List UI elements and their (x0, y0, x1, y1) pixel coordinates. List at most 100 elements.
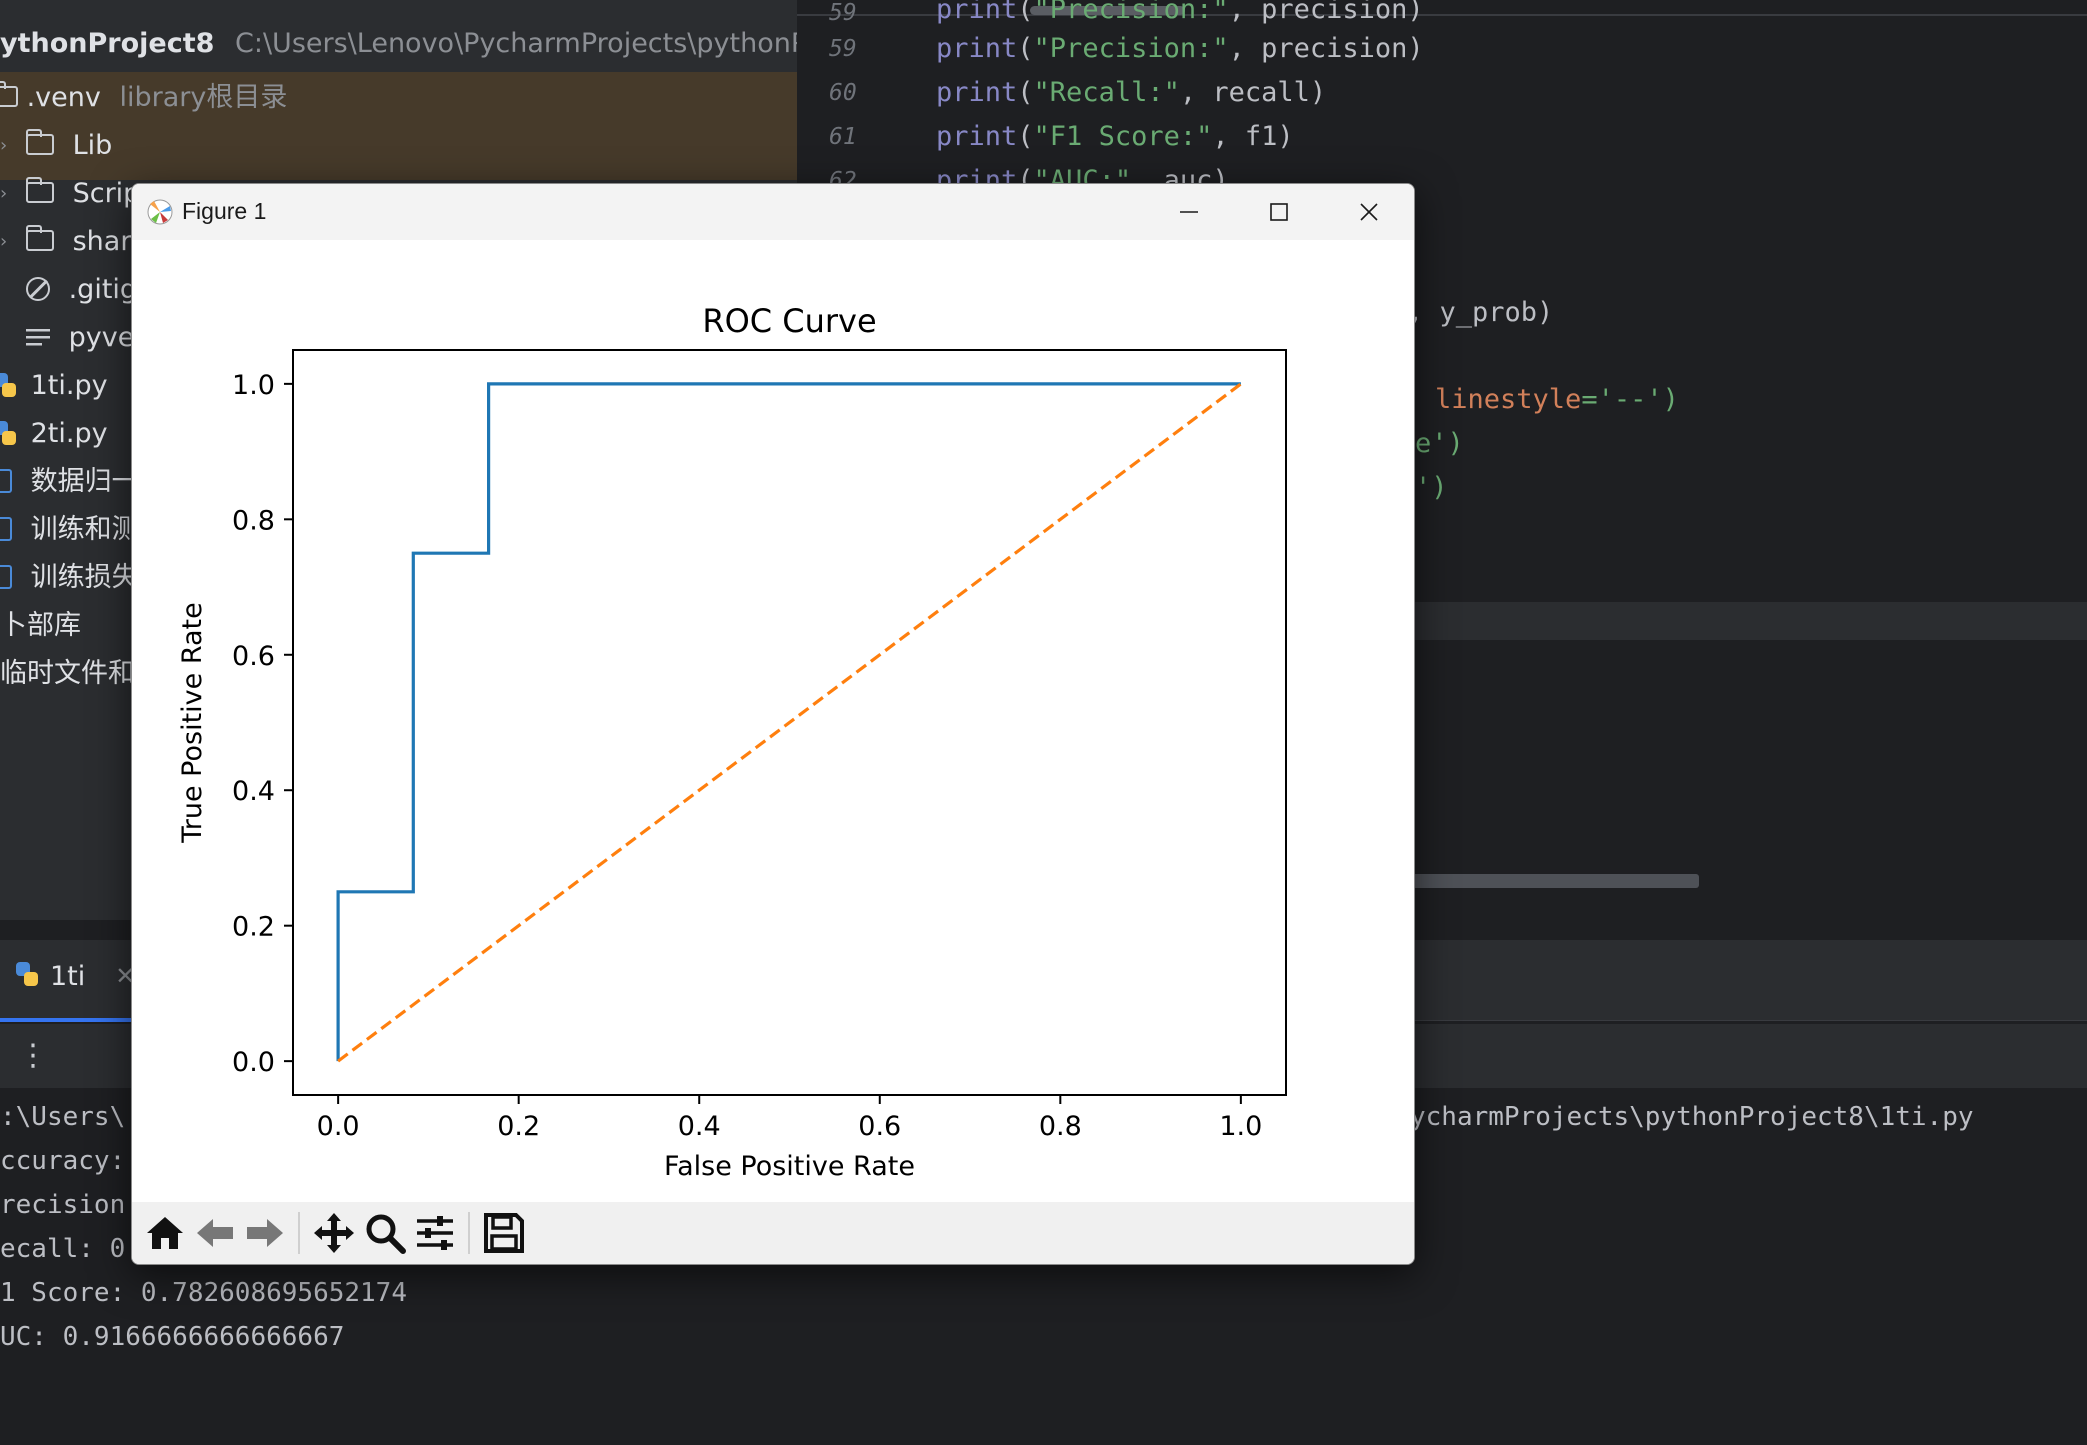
back-icon (197, 1219, 233, 1247)
tree-item-label: .venv (26, 82, 101, 113)
code-token: , f1) (1212, 121, 1294, 152)
notebook-icon (0, 468, 12, 493)
code-token: "Precision:" (1033, 0, 1229, 25)
toolbar-separator (298, 1212, 300, 1254)
chevron-right-icon[interactable]: › (0, 183, 8, 204)
python-file-icon (0, 420, 16, 445)
y-tick-label: 0.8 (232, 505, 275, 536)
configure-subplots-icon (417, 1216, 453, 1250)
tree-item-label: 训练损失 (30, 562, 139, 593)
code-token: ='--') (1581, 384, 1679, 415)
tree-item-label: 1ti.py (30, 370, 108, 401)
code-fragment[interactable]: , y_prob) (1407, 297, 1554, 328)
pan-button[interactable] (309, 1208, 359, 1258)
code-line[interactable]: print("F1 Score:", f1) (936, 121, 1294, 152)
code-token: linestyle (1435, 384, 1582, 415)
code-line[interactable]: print("Precision:", precision) (936, 0, 1424, 25)
venv-highlight (0, 72, 797, 180)
code-token: "Precision:" (1033, 33, 1229, 64)
configure-subplots-button[interactable] (410, 1208, 460, 1258)
folder-icon (25, 225, 54, 251)
code-token: , precision) (1228, 33, 1424, 64)
code-line[interactable]: print("Recall:", recall) (936, 77, 1326, 108)
code-token: ( (1017, 0, 1034, 25)
chevron-right-icon[interactable]: › (0, 231, 8, 252)
folder-icon (25, 177, 54, 203)
maximize-button[interactable] (1234, 184, 1324, 240)
figure-titlebar[interactable]: Figure 1 (132, 184, 1414, 240)
close-icon[interactable]: ✕ (115, 962, 136, 990)
code-fragment[interactable]: linestyle='--') (1435, 384, 1679, 415)
code-fragment[interactable]: ') (1415, 472, 1448, 503)
plot-frame (292, 349, 1287, 1096)
run-tab-indicator (0, 1018, 132, 1022)
console-line: recision (0, 1190, 126, 1220)
tree-item-label: 2ti.py (30, 418, 108, 449)
random-baseline-line (337, 382, 1242, 1063)
x-tick-label: 0.4 (678, 1111, 721, 1142)
tree-item-lib[interactable]: › Lib (0, 122, 797, 170)
forward-button[interactable] (240, 1208, 290, 1258)
line-number: 60 (829, 80, 857, 106)
folder-icon (0, 81, 18, 107)
maximize-icon (1270, 203, 1288, 221)
notebook-icon (0, 564, 12, 589)
run-tab[interactable]: 1ti ✕ (16, 946, 135, 1006)
y-axis-label: True Positive Rate (177, 602, 208, 844)
minimize-icon (1180, 211, 1198, 213)
figure-toolbar (132, 1202, 1414, 1264)
console-line: 1 Score: 0.782608695652174 (0, 1278, 407, 1308)
tree-item-2ti[interactable]: 2ti.py (0, 410, 797, 458)
figure-window-title: Figure 1 (182, 198, 267, 224)
save-button[interactable] (479, 1208, 529, 1258)
back-button[interactable] (190, 1208, 240, 1258)
code-token: ( (1017, 33, 1034, 64)
editor-horizontal-scrollbar[interactable] (1407, 874, 1699, 888)
project-name: ythonProject8 (0, 28, 215, 59)
tree-item-notebook-1[interactable]: 数据归一 (0, 458, 797, 506)
chevron-right-icon[interactable]: › (0, 135, 8, 156)
code-token: ( (1017, 77, 1034, 108)
y-tick-label: 0.6 (232, 641, 275, 672)
editor-scrollbar-thumb[interactable] (1030, 6, 1185, 15)
x-tick-label: 0.8 (1039, 1111, 1082, 1142)
tree-item-notebook-2[interactable]: 训练和测 (0, 506, 797, 554)
code-line[interactable]: print("Precision:", precision) (936, 33, 1424, 64)
x-tick-label: 0.2 (497, 1111, 540, 1142)
close-button[interactable] (1324, 184, 1414, 240)
figure-window[interactable]: Figure 1 0.0 0.2 0.4 0.6 0.8 1.0 0.0 0.2 0.4 0.6 0… (131, 183, 1415, 1265)
x-axis-label: False Positive Rate (664, 1151, 915, 1182)
tree-item-venv[interactable]: .venv library根目录 (0, 74, 797, 122)
line-number: 59 (829, 0, 857, 26)
project-header[interactable]: ythonProject8 C:\Users\Lenovo\PycharmPro… (0, 28, 797, 72)
line-number: 61 (829, 124, 857, 150)
chart-title: ROC Curve (702, 302, 876, 340)
tree-item-notebook-3[interactable]: 训练损失 (0, 554, 797, 602)
project-path: C:\Users\Lenovo\PycharmProjects\pythonPr… (235, 28, 797, 59)
save-icon (484, 1213, 524, 1253)
zoom-button[interactable] (360, 1208, 410, 1258)
more-options-icon[interactable]: ⋮ (18, 1038, 48, 1073)
code-token: "Recall:" (1033, 77, 1180, 108)
tree-item-1ti[interactable]: 1ti.py (0, 362, 797, 410)
console-line: ecall: 0 (0, 1234, 126, 1264)
y-tick-label: 0.4 (232, 776, 275, 807)
code-token: print (936, 0, 1018, 25)
x-tick-label: 1.0 (1219, 1111, 1262, 1142)
x-tick-label: 0.6 (858, 1111, 901, 1142)
code-fragment[interactable]: e') (1415, 428, 1464, 459)
x-tick-label: 0.0 (317, 1111, 360, 1142)
ignore-file-icon (26, 276, 50, 301)
editor-divider (797, 14, 2087, 16)
code-token: ( (1017, 121, 1034, 152)
code-token: , precision) (1228, 0, 1424, 25)
tree-item-label: 卜部库 (0, 610, 81, 641)
tree-item-external-libraries[interactable]: 卜部库 (0, 602, 797, 650)
figure-canvas[interactable]: 0.0 0.2 0.4 0.6 0.8 1.0 0.0 0.2 0.4 0.6 0.8 1.0 ROC … (132, 240, 1414, 1202)
roc-curve-line (336, 382, 1241, 1062)
code-token: print (936, 33, 1018, 64)
home-icon (147, 1217, 183, 1249)
home-button[interactable] (140, 1208, 190, 1258)
minimize-button[interactable] (1144, 184, 1234, 240)
console-line: UC: 0.9166666666666667 (0, 1322, 345, 1352)
